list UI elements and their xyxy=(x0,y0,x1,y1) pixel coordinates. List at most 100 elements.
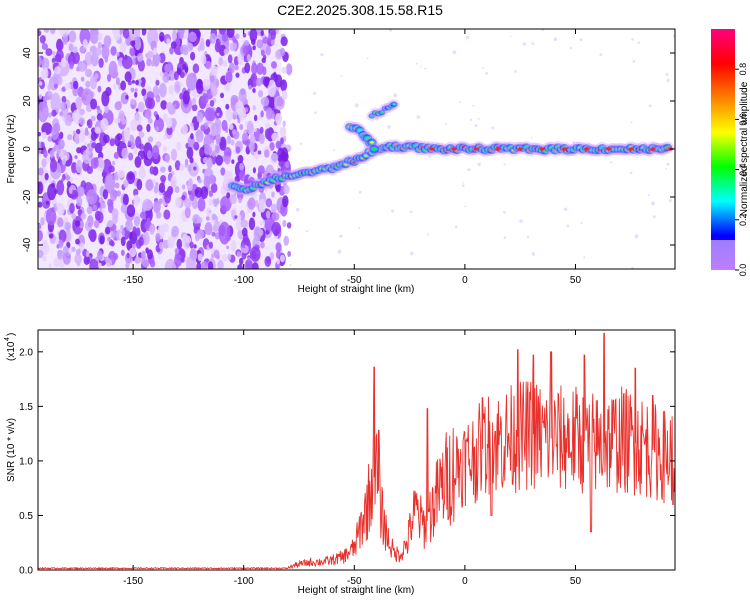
noise-blob xyxy=(86,165,93,174)
noise-speck xyxy=(665,73,669,77)
noise-blob xyxy=(78,62,87,72)
noise-blob xyxy=(146,123,151,133)
noise-blob xyxy=(120,204,128,214)
noise-speck xyxy=(474,124,478,127)
noise-blob xyxy=(265,45,271,56)
noise-blob xyxy=(81,88,93,106)
noise-blob xyxy=(189,248,198,262)
noise-blob xyxy=(244,259,253,269)
noise-speck xyxy=(320,53,324,57)
noise-blob xyxy=(181,194,186,201)
noise-blob xyxy=(113,151,119,160)
noise-blob xyxy=(97,32,103,41)
noise-speck xyxy=(424,67,427,70)
noise-speck xyxy=(531,42,535,46)
noise-speck xyxy=(566,224,570,228)
noise-blob xyxy=(138,131,145,138)
noise-blob xyxy=(134,156,142,168)
noise-blob xyxy=(51,58,56,63)
noise-blob xyxy=(47,177,52,183)
noise-blob xyxy=(193,141,200,151)
noise-blob xyxy=(275,184,281,193)
noise-blob xyxy=(146,249,153,260)
noise-blob xyxy=(222,60,228,68)
noise-blob xyxy=(261,57,266,64)
noise-blob xyxy=(248,217,256,231)
noise-blob xyxy=(133,146,138,155)
noise-blob xyxy=(92,204,98,211)
noise-speck xyxy=(569,47,573,50)
noise-blob xyxy=(271,221,282,235)
noise-blob xyxy=(177,29,185,39)
noise-blob xyxy=(72,80,79,90)
snr-multiplier: (x10 4 ) xyxy=(4,333,17,361)
noise-blob xyxy=(204,222,213,236)
noise-blob xyxy=(182,90,190,105)
noise-blob xyxy=(158,241,164,250)
noise-speck xyxy=(563,207,568,211)
noise-blob xyxy=(189,241,194,249)
noise-blob xyxy=(188,31,197,43)
noise-blob xyxy=(179,163,185,172)
noise-blob xyxy=(186,72,198,91)
noise-blob xyxy=(42,239,48,248)
noise-speck xyxy=(530,136,533,139)
snr-x-ticks: -150 -100 -50 0 50 xyxy=(123,330,581,587)
branch-track-core xyxy=(372,147,377,151)
noise-blob xyxy=(53,83,58,89)
noise-blob xyxy=(121,55,133,70)
noise-blob xyxy=(191,199,199,210)
noise-blob xyxy=(147,117,153,124)
noise-speck xyxy=(358,190,362,194)
noise-blob xyxy=(104,104,109,114)
noise-blob xyxy=(194,232,200,242)
noise-blob xyxy=(215,145,220,154)
noise-blob xyxy=(187,164,192,173)
branch-track-core xyxy=(357,129,362,132)
noise-speck xyxy=(580,221,583,225)
noise-blob xyxy=(100,118,109,131)
noise-blob xyxy=(49,158,58,173)
noise-blob xyxy=(164,190,172,204)
noise-blob xyxy=(255,77,263,87)
noise-blob xyxy=(236,251,241,258)
noise-blob xyxy=(134,88,138,92)
y-tick-label: 1.5 xyxy=(19,402,33,413)
noise-blob xyxy=(179,82,184,87)
noise-blob xyxy=(86,120,90,126)
noise-blob xyxy=(149,166,155,175)
noise-blob xyxy=(221,33,228,43)
noise-blob xyxy=(132,226,137,233)
noise-blob xyxy=(223,146,232,158)
noise-blob xyxy=(57,76,63,86)
noise-blob xyxy=(136,36,141,44)
noise-blob xyxy=(187,135,195,150)
noise-blob xyxy=(164,154,171,163)
noise-blob xyxy=(69,62,74,70)
noise-blob xyxy=(250,73,258,88)
noise-blob xyxy=(260,96,270,107)
noise-blob xyxy=(75,159,83,174)
noise-blob xyxy=(166,38,171,45)
noise-blob xyxy=(114,101,122,111)
noise-blob xyxy=(282,120,286,127)
colorbar-gradient xyxy=(711,29,735,270)
noise-blob xyxy=(43,149,48,158)
noise-blob xyxy=(244,62,251,74)
noise-blob xyxy=(38,141,42,155)
noise-blob xyxy=(60,57,67,68)
noise-blob xyxy=(48,233,54,239)
noise-blob xyxy=(89,258,99,269)
noise-blob xyxy=(164,258,177,269)
noise-blob xyxy=(200,124,206,132)
noise-blob xyxy=(68,30,77,43)
noise-blob xyxy=(56,244,60,249)
noise-blob xyxy=(269,252,275,261)
noise-blob xyxy=(133,188,139,197)
noise-speck xyxy=(532,253,536,257)
noise-blob xyxy=(93,219,100,229)
noise-blob xyxy=(151,60,155,67)
noise-blob xyxy=(84,51,93,66)
noise-blob xyxy=(221,119,228,132)
